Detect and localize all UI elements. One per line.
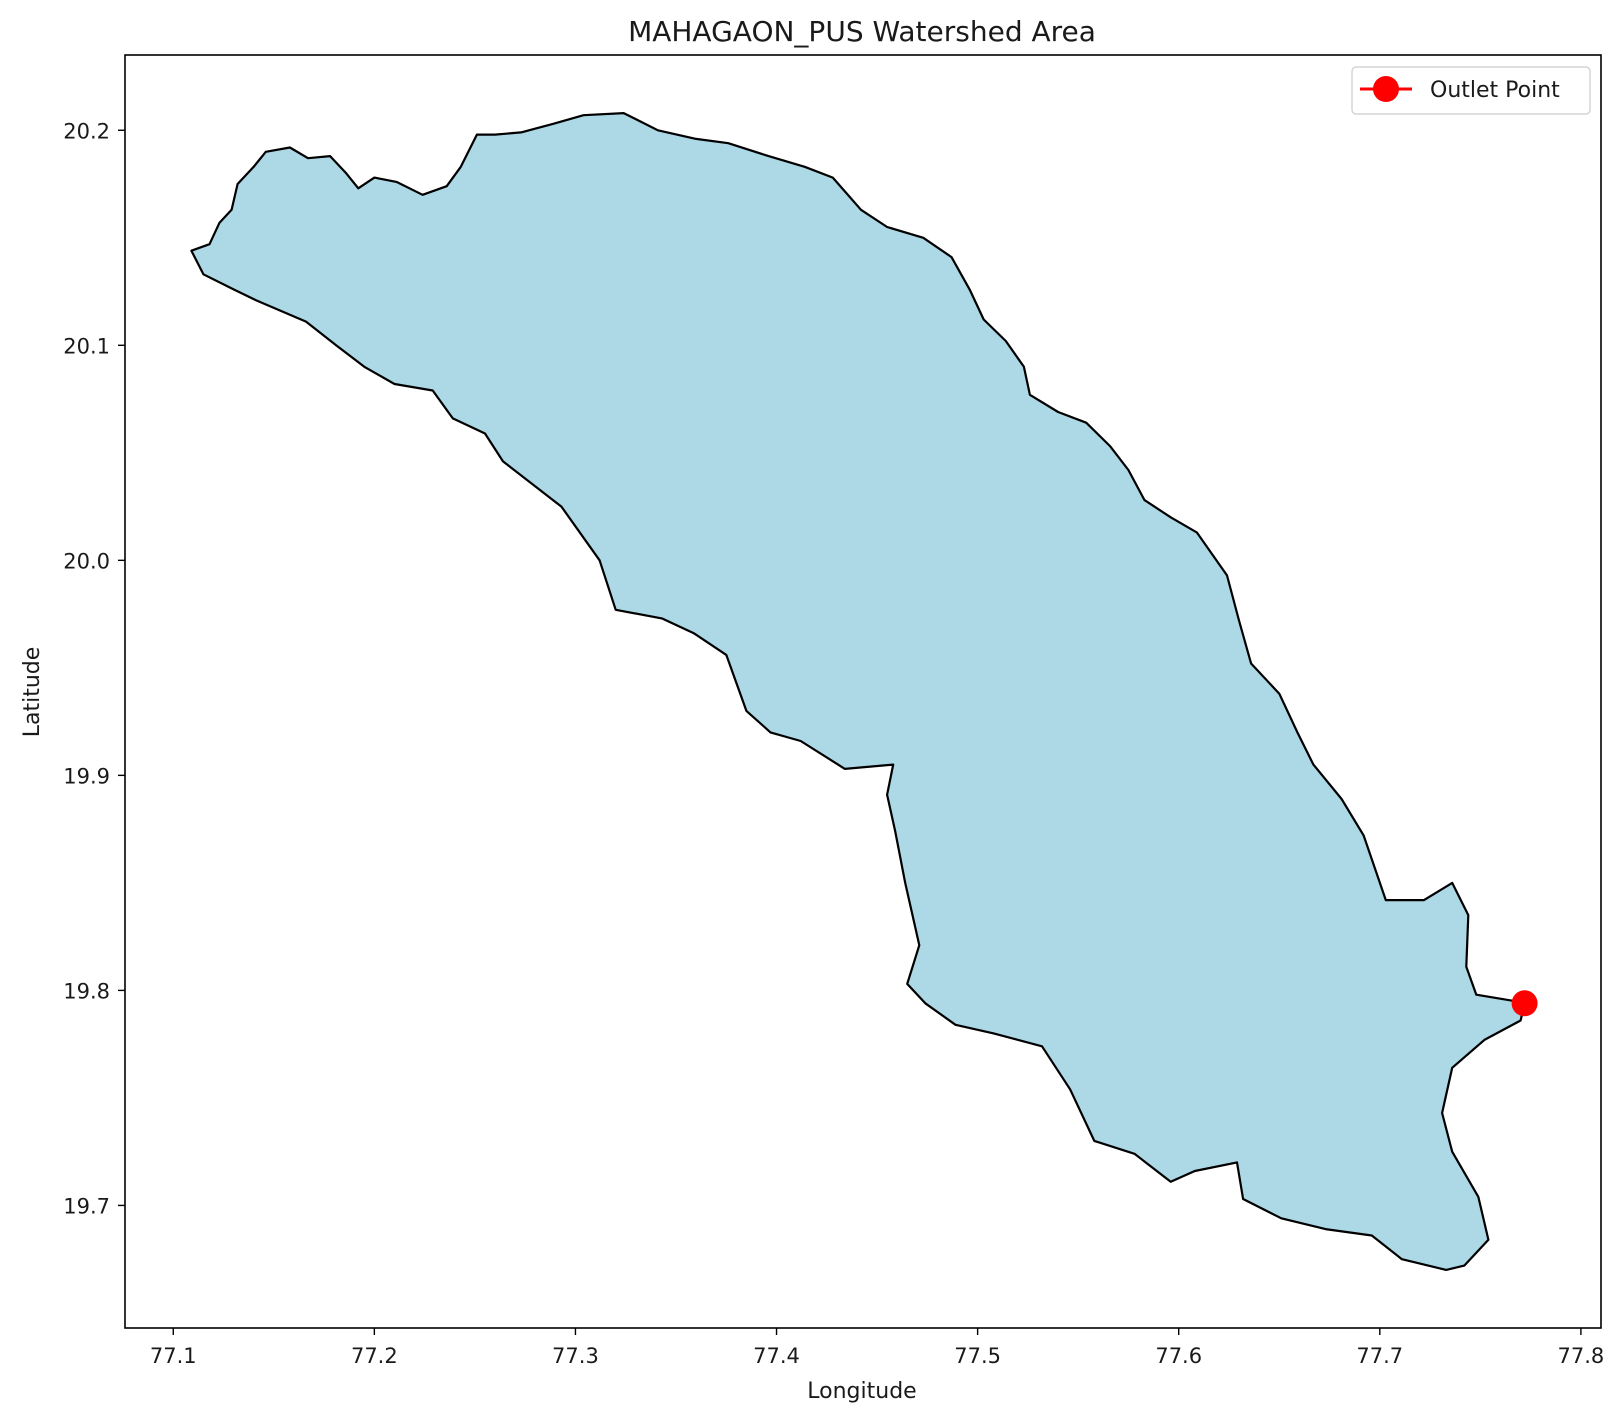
x-tick-label: 77.2 <box>351 1344 398 1368</box>
y-axis-label: Latitude <box>20 647 45 738</box>
y-tick-label: 19.7 <box>63 1194 110 1218</box>
x-tick-label: 77.1 <box>150 1344 197 1368</box>
y-tick-label: 19.9 <box>63 764 110 788</box>
x-axis-label: Longitude <box>807 1379 916 1404</box>
x-tick-label: 77.6 <box>1155 1344 1202 1368</box>
legend: Outlet Point <box>1351 66 1591 115</box>
plot-frame <box>124 54 1602 1329</box>
outlet-point-marker <box>1511 990 1538 1017</box>
y-tick-label: 20.2 <box>63 119 110 143</box>
legend-label-outlet-point: Outlet Point <box>1430 78 1560 103</box>
x-tick-label: 77.5 <box>954 1344 1001 1368</box>
x-tick-label: 77.8 <box>1558 1344 1605 1368</box>
chart-title: MAHAGAON_PUS Watershed Area <box>628 15 1096 48</box>
plot-area: 77.1 77.2 77.3 77.4 77.5 77.6 77.7 77.8 19.719.… <box>63 54 1604 1368</box>
watershed-polygon <box>190 112 1526 1271</box>
y-tick-label: 19.8 <box>63 979 110 1003</box>
y-tick-label: 20.1 <box>63 334 110 358</box>
x-tick-label: 77.4 <box>753 1344 800 1368</box>
y-tick-label: 20.0 <box>63 549 110 573</box>
legend-marker-swatch <box>1373 76 1399 102</box>
y-axis-ticks: 19.7 19.8 19.9 20.0 20.1 20.2 <box>63 119 125 1218</box>
x-tick-label: 77.7 <box>1356 1344 1403 1368</box>
legend-box <box>1351 66 1591 115</box>
x-axis-ticks: 77.1 77.2 77.3 77.4 77.5 77.6 77.7 77.8 <box>150 1328 1604 1368</box>
x-tick-label: 77.3 <box>552 1344 599 1368</box>
